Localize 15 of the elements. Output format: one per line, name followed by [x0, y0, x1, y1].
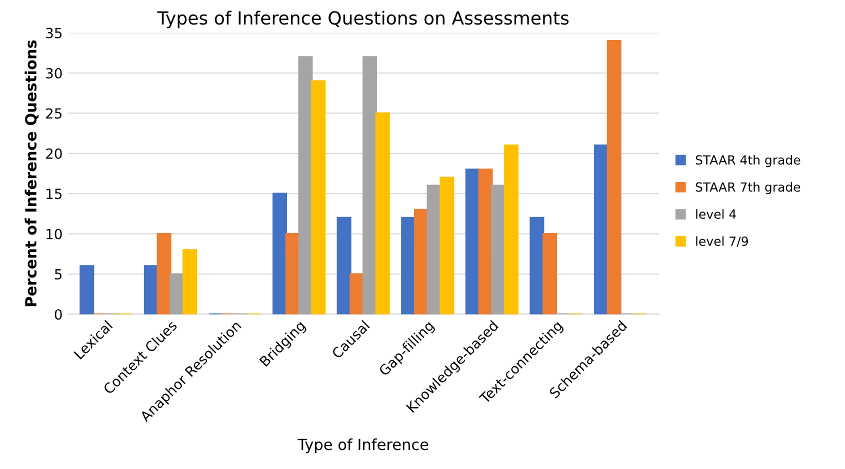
y-tick-label: 30: [46, 68, 62, 79]
legend-label: STAAR 7th grade: [696, 182, 800, 194]
y-tick-label: 15: [46, 188, 62, 200]
y-tick-label: 25: [46, 108, 62, 119]
y-tick-label: 10: [46, 228, 62, 240]
legend-label: STAAR 4th grade: [696, 154, 800, 168]
chart-title: Types of Inference Questions on Assessments: [157, 10, 569, 28]
x-axis-title: Type of Inference: [298, 438, 428, 454]
y-tick-label: 20: [46, 148, 62, 159]
y-tick-label: 0: [54, 309, 62, 320]
y-axis-title: Percent of Inference Questions: [24, 40, 39, 306]
legend-label: level 4: [696, 209, 736, 219]
legend-label: level 7/9: [696, 236, 748, 247]
y-tick-label: 35: [46, 28, 62, 38]
y-tick-label: 5: [54, 269, 62, 280]
